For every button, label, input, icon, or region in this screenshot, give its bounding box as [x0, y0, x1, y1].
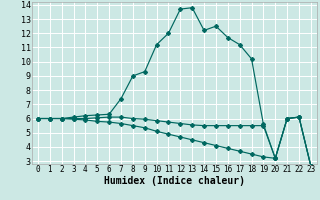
X-axis label: Humidex (Indice chaleur): Humidex (Indice chaleur): [104, 176, 245, 186]
